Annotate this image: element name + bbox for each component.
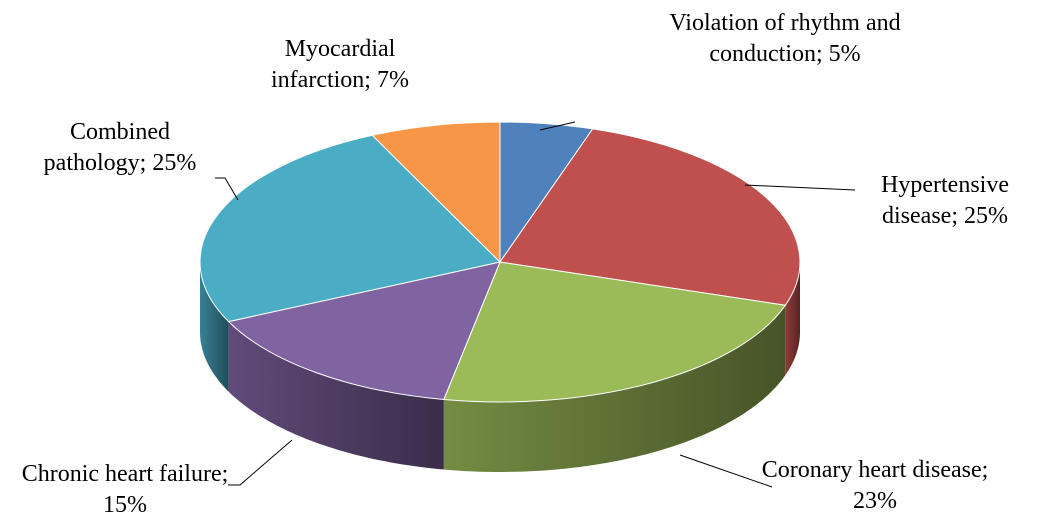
data-label: Violation of rhythm and conduction; 5% (669, 10, 901, 67)
leader-line (539, 121, 576, 131)
data-label: Chronic heart failure; 15% (21, 461, 229, 518)
slice-side (785, 262, 800, 376)
data-label: Myocardial infarction; 7% (271, 36, 409, 93)
data-label: Coronary heart disease; 23% (761, 457, 989, 514)
slice (371, 121, 501, 264)
slice-side (200, 262, 229, 392)
leader-line (744, 184, 856, 191)
leader-line (228, 439, 293, 486)
data-label: Hypertensive disease; 25% (881, 172, 1009, 229)
leader-line (215, 177, 239, 201)
slice-side (443, 305, 786, 472)
slice (499, 128, 801, 306)
slice (199, 134, 502, 323)
data-label: Combined pathology; 25% (43, 119, 197, 176)
leader-line (679, 454, 773, 488)
slice (443, 261, 787, 403)
slice (227, 261, 501, 401)
